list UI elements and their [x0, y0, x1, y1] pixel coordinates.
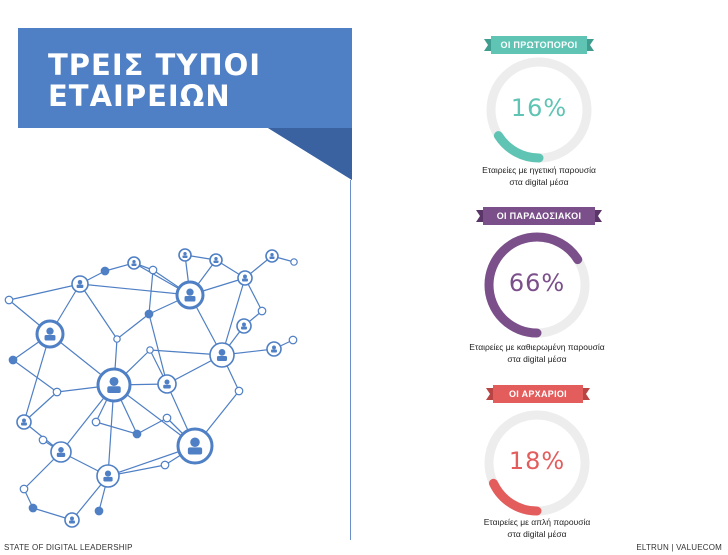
- network-edge: [116, 313, 150, 340]
- network-node: [162, 413, 172, 423]
- network-node: [8, 355, 18, 365]
- network-node: [35, 319, 65, 349]
- network-node: [94, 506, 104, 516]
- network-node: [71, 275, 89, 293]
- desc-archaic: Εταιρείες με απλή παρουσία στα digital μ…: [447, 516, 627, 540]
- network-node: [16, 414, 32, 430]
- network-edge: [95, 421, 138, 435]
- desc-pioneers: Εταιρείες με ηγετική παρουσία στα digita…: [449, 164, 629, 188]
- desc-traditional-line2: στα digital μέσα: [507, 354, 567, 364]
- page-title: ΤΡΕΙΣ ΤΥΠΟΙ ΕΤΑΙΡΕΙΩΝ: [48, 50, 261, 112]
- network-node: [175, 280, 205, 310]
- network-node: [28, 503, 38, 513]
- desc-traditional: Εταιρείες με καθιερωμένη παρουσία στα di…: [447, 341, 627, 365]
- network-node: [209, 253, 223, 267]
- network-edge: [221, 277, 246, 356]
- desc-pioneers-line1: Εταιρείες με ηγετική παρουσία: [482, 165, 596, 175]
- desc-traditional-line1: Εταιρείες με καθιερωμένη παρουσία: [469, 342, 605, 352]
- ring-traditional: [484, 232, 590, 338]
- network-node: [160, 460, 170, 470]
- ribbon-traditional: [476, 207, 602, 225]
- network-node: [127, 256, 141, 270]
- percent-pioneers: 16%: [510, 94, 568, 122]
- ring-pioneers: [486, 57, 592, 163]
- percent-archaic: 18%: [508, 447, 566, 475]
- network-node: [236, 318, 252, 334]
- ring-archaic: [484, 410, 590, 516]
- network-node: [234, 386, 244, 396]
- network-node: [50, 441, 72, 463]
- network-node: [209, 342, 235, 368]
- network-node: [265, 249, 279, 263]
- footer-left: STATE OF DIGITAL LEADERSHIP: [4, 543, 133, 552]
- network-node: [19, 484, 29, 494]
- network-illustration: [4, 248, 298, 528]
- label-traditional: ΟΙ ΠΑΡΑΔΟΣΙΑΚΟΙ: [496, 211, 582, 221]
- panel-divider: [350, 180, 351, 540]
- title-line-1: ΤΡΕΙΣ ΤΥΠΟΙ: [48, 48, 262, 82]
- percent-traditional: 66%: [508, 269, 566, 297]
- network-node: [96, 464, 120, 488]
- network-edge: [8, 283, 81, 301]
- network-edge: [148, 313, 168, 385]
- network-node: [96, 367, 132, 403]
- network-node: [157, 374, 177, 394]
- network-node: [288, 335, 298, 345]
- title-line-2: ΕΤΑΙΡΕΙΩΝ: [48, 79, 231, 113]
- network-node: [146, 346, 154, 354]
- network-edge: [12, 359, 58, 393]
- title-banner: [18, 28, 352, 180]
- network-node: [176, 427, 214, 465]
- label-pioneers: ΟΙ ΠΡΩΤΟΠΟΡΟΙ: [500, 40, 578, 50]
- footer-right: ELTRUN | VALUECOM: [636, 543, 722, 552]
- network-node: [113, 335, 121, 343]
- network-node: [266, 341, 282, 357]
- network-node: [52, 387, 62, 397]
- network-node: [38, 435, 48, 445]
- label-archaic: ΟΙ ΑΡΧΑΡΙΟΙ: [509, 389, 567, 399]
- network-node: [144, 309, 154, 319]
- network-edge: [79, 283, 191, 296]
- network-node: [148, 265, 158, 275]
- network-node: [4, 295, 14, 305]
- desc-pioneers-line2: στα digital μέσα: [509, 177, 569, 187]
- network-node: [237, 270, 253, 286]
- desc-archaic-line1: Εταιρείες με απλή παρουσία: [483, 517, 591, 527]
- ribbon-pioneers: [484, 36, 594, 54]
- network-node: [64, 512, 80, 528]
- network-edge: [79, 283, 118, 340]
- network-node: [178, 248, 192, 262]
- network-node: [100, 266, 110, 276]
- network-node: [91, 417, 101, 427]
- network-node: [290, 258, 298, 266]
- network-edge: [136, 417, 168, 435]
- network-node: [132, 429, 142, 439]
- ribbon-archaic: [486, 385, 590, 403]
- desc-archaic-line2: στα digital μέσα: [507, 529, 567, 539]
- network-node: [257, 306, 267, 316]
- network-edge: [148, 269, 154, 315]
